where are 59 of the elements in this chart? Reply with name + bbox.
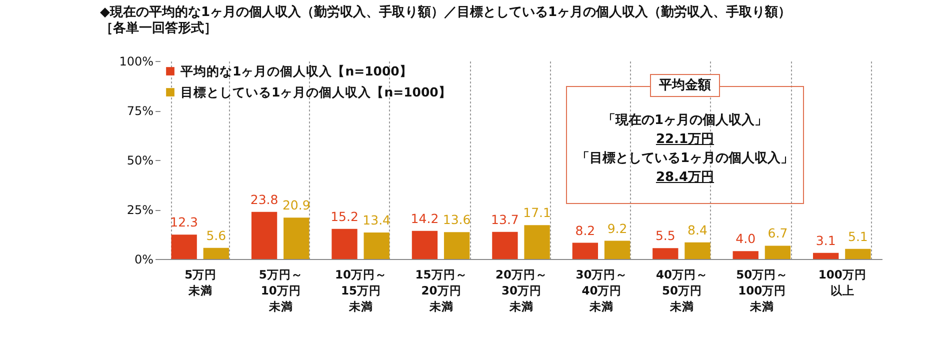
x-tick-label: 5万円～10万円未満 (258, 268, 303, 314)
legend-label: 目標としている1ヶ月の個人収入【n=1000】 (180, 84, 452, 100)
bar (364, 232, 390, 259)
bar (251, 212, 278, 259)
data-label: 3.1 (816, 232, 836, 248)
data-label: 12.3 (170, 214, 198, 230)
bar (444, 232, 470, 259)
x-tick-label: 5万円未満 (184, 268, 217, 298)
data-label: 8.4 (688, 222, 708, 238)
bar (572, 242, 598, 259)
bar (732, 251, 758, 259)
data-label: 4.0 (736, 231, 756, 246)
bar (652, 248, 678, 259)
chart-title: ◆現在の平均的な1ヶ月の個人収入（勤労収入、手取り額）／目標としている1ヶ月の個人収入（勤労収入、手取り額） (100, 4, 792, 20)
data-label: 13.7 (491, 212, 519, 227)
y-tick-label: 100% (119, 54, 154, 68)
bar (604, 240, 630, 259)
bar (332, 228, 358, 259)
x-tick-label: 15万円～20万円未満 (415, 268, 468, 314)
annotation: 「目標としている1ヶ月の個人収入」 (575, 150, 795, 168)
data-label: 5.5 (655, 228, 676, 244)
x-tick-label: 50万円～100万円未満 (736, 268, 788, 314)
x-tick-label: 20万円～30万円未満 (495, 268, 548, 314)
data-label: 23.8 (250, 192, 278, 207)
y-tick-label: 75% (126, 104, 154, 118)
x-tick-label: 10万円～15万円未満 (335, 268, 388, 314)
bar (524, 225, 550, 259)
data-label: 6.7 (768, 226, 788, 241)
bar (171, 234, 197, 259)
x-tick-label: 40万円～50万円未満 (656, 268, 708, 314)
data-label: 13.4 (362, 212, 391, 228)
bar (684, 242, 710, 259)
annotation: 22.1万円 (654, 131, 716, 149)
data-label: 13.6 (442, 212, 471, 228)
data-label: 8.2 (575, 222, 596, 238)
data-label: 15.2 (330, 208, 358, 224)
bar (492, 232, 518, 259)
bar (764, 246, 791, 259)
bar (813, 252, 839, 259)
bar (412, 230, 438, 259)
data-label: 20.9 (282, 198, 310, 213)
annotation: 「現在の1ヶ月の個人収入」 (601, 112, 769, 130)
data-label: 14.2 (410, 210, 439, 226)
bar (845, 248, 871, 259)
data-label: 17.1 (523, 205, 551, 220)
x-tick-label: 100万円以上 (818, 268, 866, 298)
y-tick-label: 50% (126, 154, 154, 168)
y-tick-label: 25% (126, 203, 154, 217)
legend-label: 平均的な1ヶ月の個人収入【n=1000】 (180, 63, 412, 78)
chart-subtitle: ［各単一回答形式］ (100, 20, 217, 36)
bar (203, 248, 229, 259)
bar (284, 218, 310, 259)
data-label: 5.6 (206, 228, 226, 243)
data-label: 5.1 (848, 228, 868, 244)
annotation: 28.4万円 (654, 169, 716, 187)
annotation: 平均金額 (650, 74, 720, 97)
data-label: 9.2 (607, 220, 628, 236)
x-tick-label: 30万円～40万円未満 (576, 268, 628, 314)
y-tick-label: 0% (134, 252, 154, 266)
